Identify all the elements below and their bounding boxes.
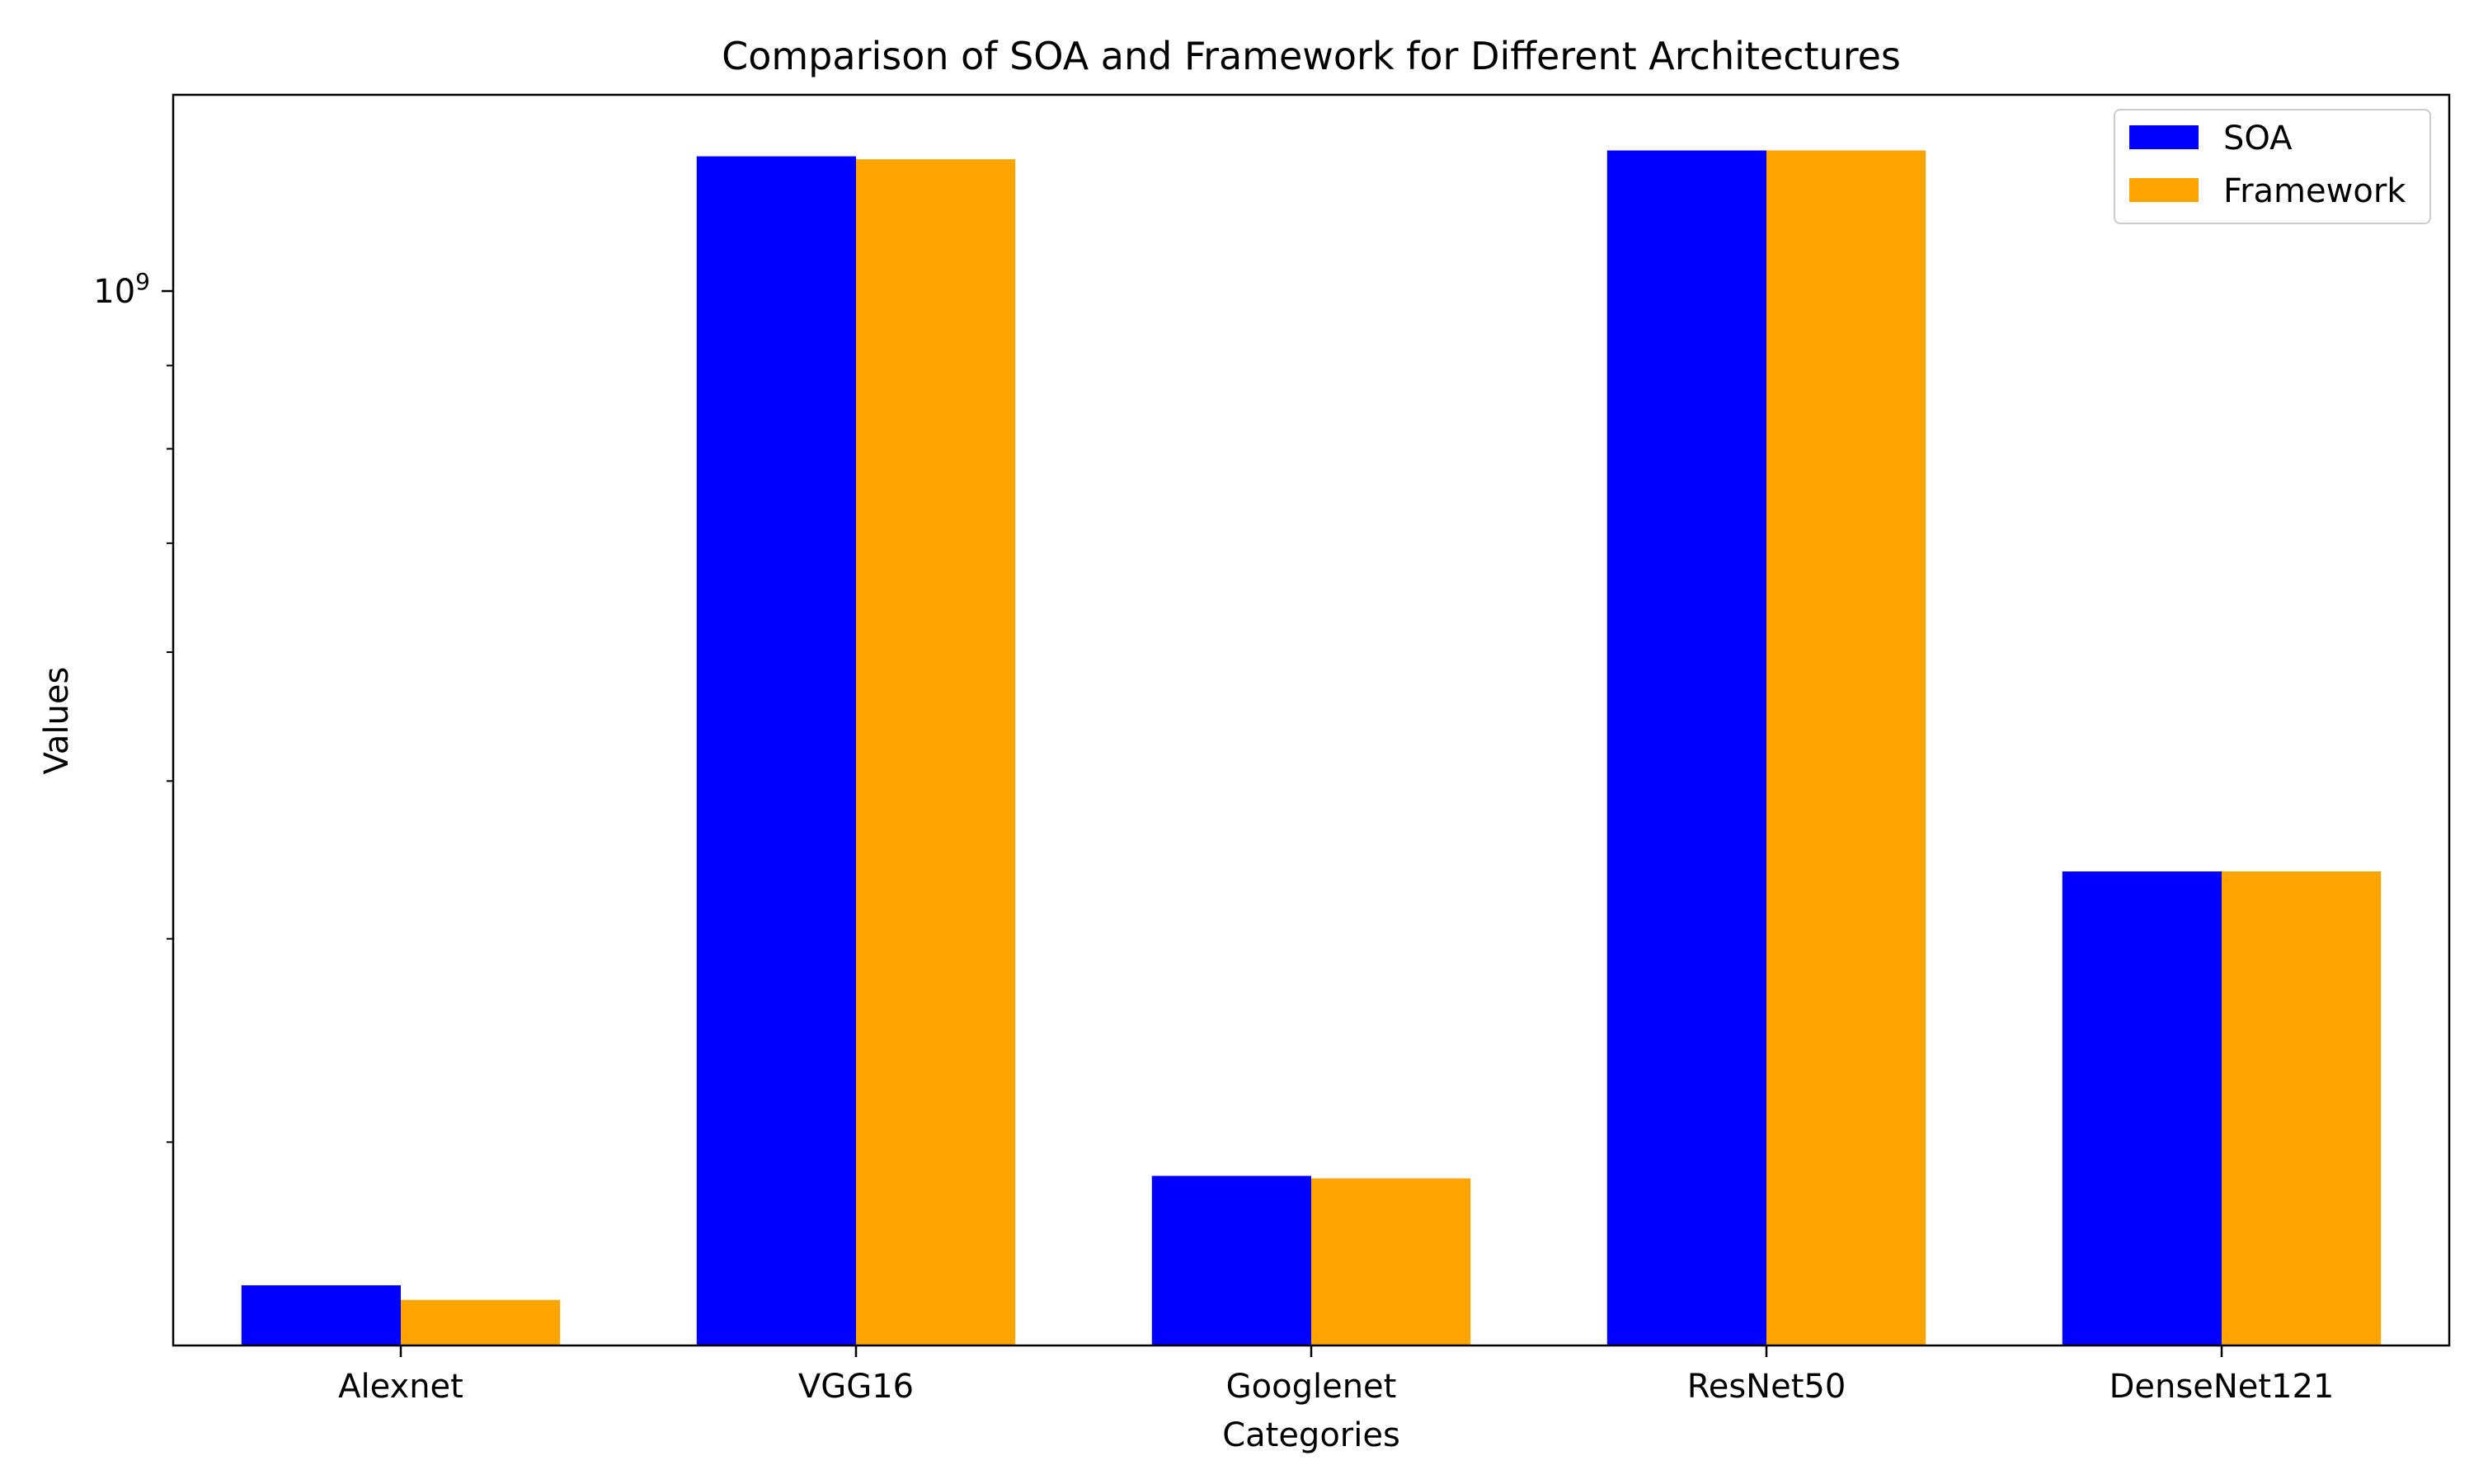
x-tick-label-vgg16: VGG16 (798, 1368, 914, 1406)
x-tick-label-resnet50: ResNet50 (1687, 1368, 1846, 1406)
legend-label-framework: Framework (2223, 172, 2406, 210)
x-tick-label-densenet121: DenseNet121 (2109, 1368, 2335, 1406)
bar-framework-googlenet (1311, 1178, 1471, 1345)
bar-framework-densenet121 (2222, 871, 2382, 1345)
x-axis-label: Categories (1222, 1416, 1400, 1454)
bar-soa-googlenet (1151, 1176, 1311, 1345)
legend-swatch-framework (2129, 178, 2199, 202)
bar-soa-alexnet (241, 1285, 401, 1345)
legend-swatch-soa (2129, 125, 2199, 149)
x-axis: Alexnet VGG16 Googlenet ResNet50 DenseNet121 (338, 1345, 2334, 1406)
bar-framework-alexnet (401, 1299, 561, 1345)
bar-soa-vgg16 (696, 156, 856, 1346)
legend: SOA Framework (2114, 109, 2431, 224)
x-tick-label-googlenet: Googlenet (1226, 1368, 1397, 1406)
bars-group (241, 150, 2382, 1346)
bar-framework-vgg16 (856, 159, 1016, 1346)
bar-framework-resnet50 (1766, 150, 1926, 1345)
legend-label-soa: SOA (2223, 120, 2293, 157)
bar-soa-resnet50 (1606, 150, 1766, 1345)
chart-title: Comparison of SOA and Framework for Diff… (722, 34, 1901, 78)
y-axis-label: Values (38, 667, 76, 775)
bar-soa-densenet121 (2062, 871, 2222, 1345)
x-tick-label-alexnet: Alexnet (338, 1368, 463, 1406)
